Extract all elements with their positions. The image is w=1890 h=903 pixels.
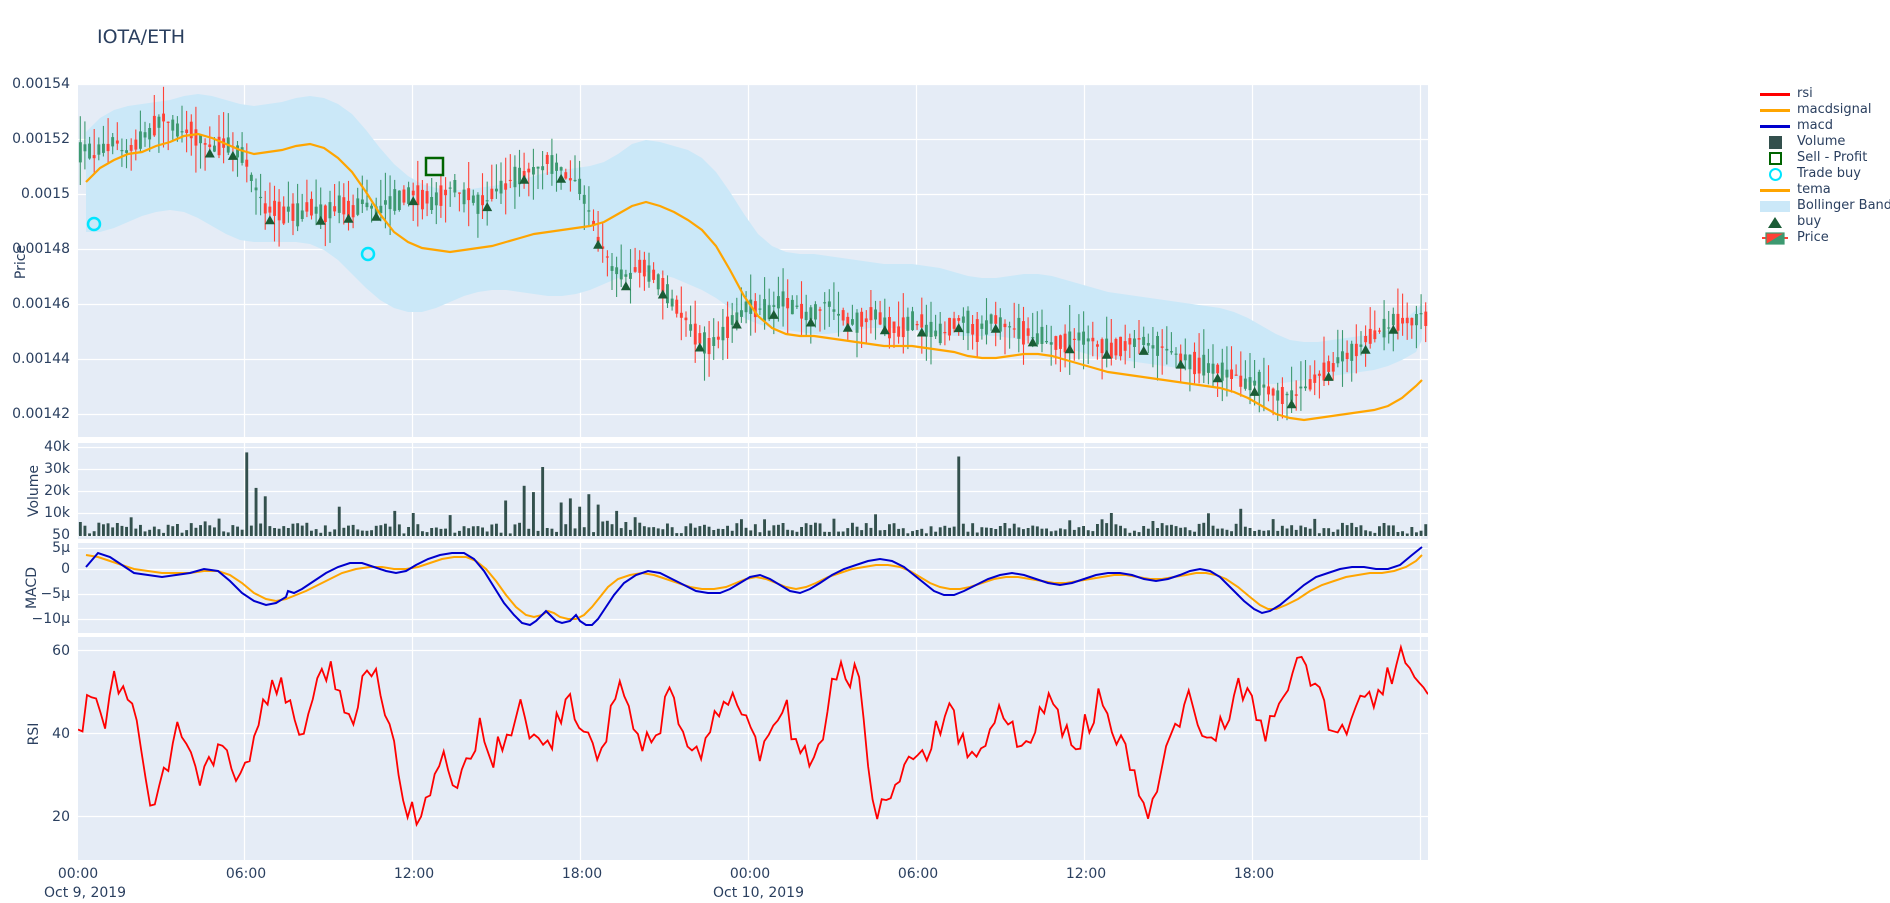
macdsignal-line-icon bbox=[1758, 102, 1792, 118]
x-tick: 18:00 bbox=[1233, 866, 1275, 882]
x-tick: 06:00 bbox=[897, 866, 939, 882]
legend-label: macd bbox=[1797, 118, 1834, 133]
macd-axis-title: MACD bbox=[24, 567, 40, 609]
price-tick: 0.00148 bbox=[12, 241, 70, 257]
legend-label: rsi bbox=[1797, 86, 1813, 101]
legend-label: Trade buy bbox=[1797, 166, 1861, 181]
macd-line bbox=[85, 546, 1423, 627]
price-tick: 0.00154 bbox=[12, 76, 70, 92]
buy-triangle-up-icon bbox=[1758, 214, 1792, 230]
legend-item-macd[interactable]: macd bbox=[1758, 118, 1890, 134]
legend-label: buy bbox=[1797, 214, 1822, 229]
volume-gridlines bbox=[78, 443, 1428, 539]
macd-panel bbox=[78, 543, 1428, 633]
x-date-label: Oct 10, 2019 bbox=[713, 885, 804, 901]
macd-tick: 0 bbox=[61, 561, 70, 577]
legend-label: Sell - Profit bbox=[1797, 150, 1868, 165]
x-tick: 18:00 bbox=[561, 866, 603, 882]
tema-line bbox=[85, 132, 1423, 422]
price-panel bbox=[78, 84, 1428, 437]
macd-line-icon bbox=[1758, 118, 1792, 134]
volume-bars bbox=[78, 452, 1428, 536]
price-axis-title: Price bbox=[13, 244, 29, 280]
legend-label: Volume bbox=[1797, 134, 1846, 149]
volume-tick: 40k bbox=[44, 439, 70, 455]
bollinger-band bbox=[86, 94, 1422, 384]
legend-item-macdsignal[interactable]: macdsignal bbox=[1758, 102, 1890, 118]
trade-buy-marker bbox=[360, 246, 376, 262]
x-tick: 12:00 bbox=[393, 866, 435, 882]
legend-item-sell-profit[interactable]: Sell - Profit bbox=[1758, 150, 1890, 166]
macd-tick: −5µ bbox=[40, 586, 70, 602]
chart-legend: rsi macdsignal macd Volume Sell - Profit bbox=[1758, 86, 1890, 246]
legend-item-bollinger-band[interactable]: Bollinger Band bbox=[1758, 198, 1890, 214]
macd-gridlines bbox=[78, 543, 1428, 633]
sell-profit-square-open-icon bbox=[1758, 150, 1792, 166]
volume-axis-title: Volume bbox=[26, 464, 42, 518]
volume-tick: 20k bbox=[44, 483, 70, 499]
rsi-tick: 40 bbox=[52, 726, 70, 742]
legend-item-buy[interactable]: buy bbox=[1758, 214, 1890, 230]
x-date-label: Oct 9, 2019 bbox=[44, 885, 127, 901]
rsi-panel bbox=[78, 637, 1428, 860]
legend-item-trade-buy[interactable]: Trade buy bbox=[1758, 166, 1890, 182]
legend-label: Price bbox=[1797, 230, 1829, 245]
buy-markers bbox=[204, 148, 1399, 409]
bollinger-band-swatch-icon bbox=[1758, 198, 1792, 214]
price-tick: 0.00144 bbox=[12, 351, 70, 367]
trade-buy-circle-open-icon bbox=[1758, 166, 1792, 182]
x-tick: 00:00 bbox=[729, 866, 771, 882]
price-candlesticks bbox=[78, 86, 1428, 421]
price-tick: 0.00146 bbox=[12, 296, 70, 312]
rsi-line-icon bbox=[1758, 86, 1792, 102]
tema-line-icon bbox=[1758, 182, 1792, 198]
rsi-axis-title: RSI bbox=[26, 722, 42, 746]
x-tick: 12:00 bbox=[1065, 866, 1107, 882]
volume-tick: 30k bbox=[44, 461, 70, 477]
price-tick: 0.00142 bbox=[12, 406, 70, 422]
rsi-gridlines bbox=[78, 637, 1428, 860]
legend-label: tema bbox=[1797, 182, 1831, 197]
volume-tick: 10k bbox=[44, 505, 70, 521]
macd-tick: −10µ bbox=[31, 611, 70, 627]
legend-item-price[interactable]: Price bbox=[1758, 230, 1890, 246]
legend-item-tema[interactable]: tema bbox=[1758, 182, 1890, 198]
rsi-line bbox=[78, 643, 1428, 828]
macdsignal-line bbox=[85, 554, 1423, 620]
volume-panel bbox=[78, 443, 1428, 539]
x-tick: 00:00 bbox=[57, 866, 99, 882]
legend-item-volume[interactable]: Volume bbox=[1758, 134, 1890, 150]
x-tick: 06:00 bbox=[225, 866, 267, 882]
rsi-tick: 60 bbox=[52, 643, 70, 659]
volume-plot bbox=[78, 443, 1428, 539]
macd-plot bbox=[78, 543, 1428, 633]
macd-tick: 5µ bbox=[52, 540, 70, 556]
rsi-plot bbox=[78, 637, 1428, 860]
legend-label: macdsignal bbox=[1797, 102, 1872, 117]
price-tick: 0.00152 bbox=[12, 131, 70, 147]
price-plot bbox=[78, 84, 1428, 437]
price-tick: 0.0015 bbox=[21, 186, 70, 202]
volume-tick: 50 bbox=[52, 527, 70, 543]
rsi-tick: 20 bbox=[52, 809, 70, 825]
volume-square-icon bbox=[1758, 134, 1792, 150]
price-candlestick-icon bbox=[1758, 230, 1792, 246]
page-title: IOTA/ETH bbox=[97, 26, 185, 48]
sell-profit-marker bbox=[424, 156, 445, 177]
legend-item-rsi[interactable]: rsi bbox=[1758, 86, 1890, 102]
legend-label: Bollinger Band bbox=[1797, 198, 1890, 213]
trade-buy-marker bbox=[86, 216, 102, 232]
